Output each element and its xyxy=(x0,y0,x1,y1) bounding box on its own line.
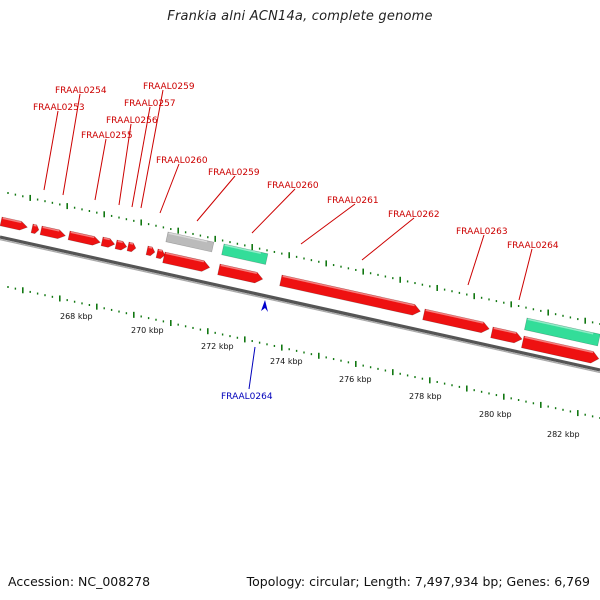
label-leader-line xyxy=(62,93,81,196)
gene-label[interactable]: FRAAL0259 xyxy=(208,168,260,178)
label-leaders xyxy=(43,89,533,390)
gene-label[interactable]: FRAAL0264 xyxy=(507,241,559,251)
gene-feature[interactable] xyxy=(521,335,600,365)
gene-feature[interactable] xyxy=(114,239,128,251)
label-leader-line xyxy=(518,248,533,301)
label-leader-line xyxy=(361,217,415,261)
position-marker[interactable] xyxy=(261,300,268,312)
gene-feature[interactable] xyxy=(145,245,156,257)
accession-text: Accession: NC_008278 xyxy=(8,574,151,589)
pseudogene-feature[interactable] xyxy=(165,231,215,253)
gene-labels[interactable]: FRAAL0253 FRAAL0254 FRAAL0255 FRAAL0256 FRAA… xyxy=(33,82,559,402)
gene-feature[interactable] xyxy=(30,223,40,234)
label-leader-line xyxy=(94,138,107,201)
gene-feature[interactable] xyxy=(126,241,137,253)
ruler-tick-label: 272 kbp xyxy=(201,342,234,351)
rna-feature[interactable] xyxy=(524,317,600,347)
gene-label[interactable]: FRAAL0254 xyxy=(55,86,107,96)
label-leader-line xyxy=(159,163,180,214)
gene-feature[interactable] xyxy=(39,225,66,240)
gene-feature[interactable] xyxy=(155,248,166,260)
label-leader-line xyxy=(43,110,59,191)
gene-feature[interactable] xyxy=(490,326,524,344)
gene-feature[interactable] xyxy=(217,263,264,284)
label-leader-line xyxy=(196,175,236,222)
gene-label[interactable]: FRAAL0253 xyxy=(33,103,85,113)
gene-feature[interactable] xyxy=(67,230,101,247)
ruler-tick-label: 280 kbp xyxy=(479,410,512,419)
label-leader-line xyxy=(118,123,132,206)
gene-label[interactable]: FRAAL0255 xyxy=(81,131,133,141)
outer-tick-track xyxy=(7,192,600,325)
gene-feature[interactable] xyxy=(422,308,491,334)
label-leader-line xyxy=(251,188,296,234)
label-leader-line xyxy=(131,106,151,208)
map-title: Frankia alni ACN14a, complete genome xyxy=(167,9,433,24)
gene-feature[interactable] xyxy=(100,236,116,249)
genome-backbone xyxy=(0,235,600,374)
gene-label[interactable]: FRAAL0263 xyxy=(456,227,508,237)
feature-track[interactable] xyxy=(0,216,600,365)
inner-tick-track xyxy=(7,286,600,419)
selected-gene-label[interactable]: FRAAL0264 xyxy=(221,392,273,402)
gene-feature[interactable] xyxy=(279,274,422,317)
ruler-tick-label: 278 kbp xyxy=(409,392,442,401)
genome-summary-text: Topology: circular; Length: 7,497,934 bp… xyxy=(246,574,590,589)
gene-label[interactable]: FRAAL0259 xyxy=(143,82,195,92)
ruler-tick-label: 276 kbp xyxy=(339,375,372,384)
gene-feature[interactable] xyxy=(0,216,28,232)
ruler-tick-label: 282 kbp xyxy=(547,430,580,439)
ruler-tick-label: 270 kbp xyxy=(131,326,164,335)
selected-label-leader-line xyxy=(248,346,256,390)
ruler-tick-label: 274 kbp xyxy=(270,357,303,366)
gene-feature[interactable] xyxy=(162,251,211,273)
rna-feature[interactable] xyxy=(221,243,269,265)
gene-label[interactable]: FRAAL0256 xyxy=(106,116,158,126)
selected-gene-marker-icon[interactable] xyxy=(261,300,268,312)
ruler-labels: 268 kbp 270 kbp 272 kbp 274 kbp 276 kbp 278 k… xyxy=(60,312,580,439)
label-leader-line xyxy=(140,89,164,209)
gene-label[interactable]: FRAAL0260 xyxy=(156,156,208,166)
ruler-tick-label: 268 kbp xyxy=(60,312,93,321)
gene-label[interactable]: FRAAL0262 xyxy=(388,210,440,220)
gene-label[interactable]: FRAAL0257 xyxy=(124,99,176,109)
gene-label[interactable]: FRAAL0261 xyxy=(327,196,379,206)
label-leader-line xyxy=(300,203,356,245)
gene-label[interactable]: FRAAL0260 xyxy=(267,181,319,191)
label-leader-line xyxy=(467,234,485,286)
